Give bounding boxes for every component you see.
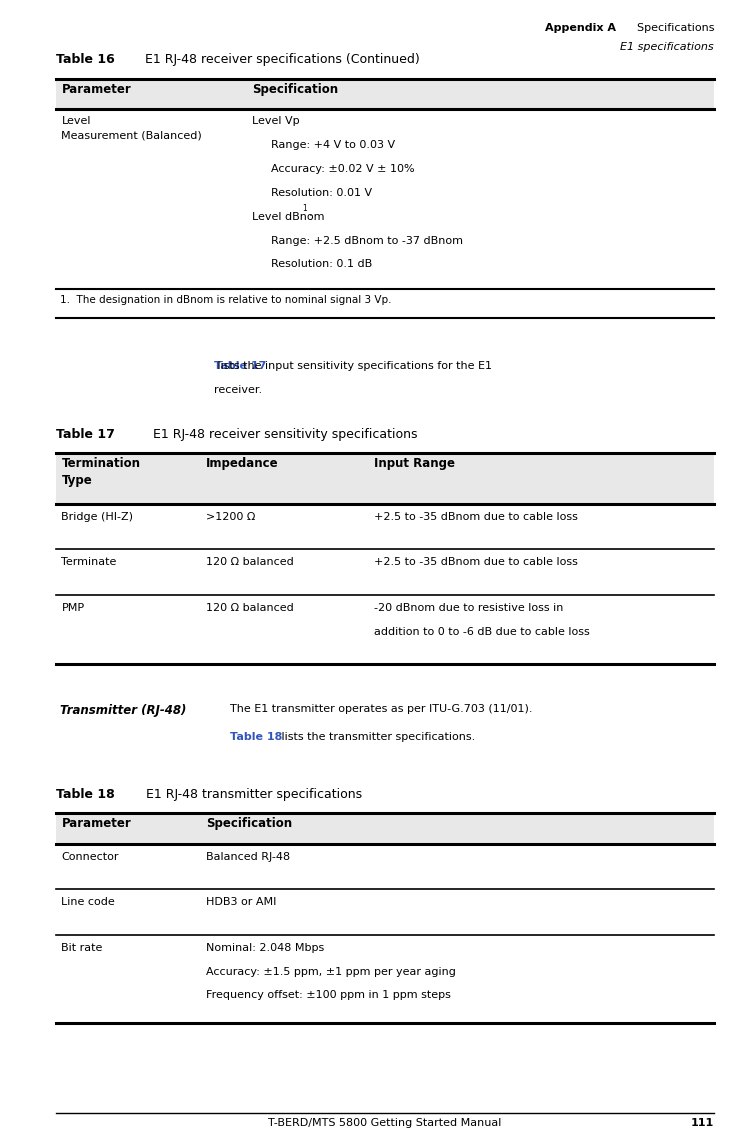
Text: Terminate: Terminate	[61, 558, 117, 568]
Text: Balanced RJ-48: Balanced RJ-48	[206, 851, 290, 861]
Text: Transmitter (RJ-48): Transmitter (RJ-48)	[60, 704, 186, 717]
Text: -20 dBnom due to resistive loss in: -20 dBnom due to resistive loss in	[374, 603, 563, 613]
Text: T-BERD/MTS 5800 Getting Started Manual: T-BERD/MTS 5800 Getting Started Manual	[268, 1118, 502, 1128]
Text: Table 17: Table 17	[56, 428, 115, 440]
Text: Input Range: Input Range	[374, 457, 455, 470]
Text: +2.5 to -35 dBnom due to cable loss: +2.5 to -35 dBnom due to cable loss	[374, 512, 578, 522]
Text: Impedance: Impedance	[206, 457, 278, 470]
Text: E1 RJ-48 receiver sensitivity specifications: E1 RJ-48 receiver sensitivity specificat…	[133, 428, 417, 440]
Text: Table 17: Table 17	[214, 361, 266, 371]
Bar	[56, 813, 714, 843]
Text: Accuracy: ±1.5 ppm, ±1 ppm per year aging: Accuracy: ±1.5 ppm, ±1 ppm per year agin…	[206, 966, 456, 976]
Text: Table 18: Table 18	[230, 732, 283, 742]
Text: E1 RJ-48 transmitter specifications: E1 RJ-48 transmitter specifications	[130, 787, 362, 801]
Text: Level dBnom: Level dBnom	[252, 212, 325, 222]
Text: 120 Ω balanced: 120 Ω balanced	[206, 603, 294, 613]
Text: receiver.: receiver.	[214, 385, 262, 395]
Text: Range: +2.5 dBnom to -37 dBnom: Range: +2.5 dBnom to -37 dBnom	[271, 236, 462, 246]
Text: Appendix A: Appendix A	[545, 23, 616, 33]
Text: Resolution: 0.1 dB: Resolution: 0.1 dB	[271, 259, 371, 270]
Text: Parameter: Parameter	[61, 817, 131, 831]
Text: Resolution: 0.01 V: Resolution: 0.01 V	[271, 188, 371, 198]
Text: The E1 transmitter operates as per ITU-G.703 (11/01).: The E1 transmitter operates as per ITU-G…	[230, 704, 533, 715]
Text: Specification: Specification	[206, 817, 292, 831]
Text: Frequency offset: ±100 ppm in 1 ppm steps: Frequency offset: ±100 ppm in 1 ppm step…	[206, 990, 451, 1000]
Text: Table 18: Table 18	[56, 787, 114, 801]
Text: Level Vp: Level Vp	[252, 116, 300, 126]
Bar	[56, 79, 714, 109]
Text: Specification: Specification	[252, 83, 338, 96]
Text: Bit rate: Bit rate	[61, 942, 103, 953]
Text: lists the input sensitivity specifications for the E1: lists the input sensitivity specificatio…	[214, 361, 491, 371]
Text: E1 specifications: E1 specifications	[620, 42, 714, 51]
Text: Termination
Type: Termination Type	[61, 457, 141, 487]
Text: Connector: Connector	[61, 851, 119, 861]
Text: addition to 0 to -6 dB due to cable loss: addition to 0 to -6 dB due to cable loss	[374, 627, 590, 637]
Text: :: :	[309, 212, 312, 222]
Text: +2.5 to -35 dBnom due to cable loss: +2.5 to -35 dBnom due to cable loss	[374, 558, 578, 568]
Text: Parameter: Parameter	[61, 83, 131, 96]
Text: lists the transmitter specifications.: lists the transmitter specifications.	[278, 732, 475, 742]
Text: E1 RJ-48 receiver specifications (Continued): E1 RJ-48 receiver specifications (Contin…	[133, 53, 420, 66]
Text: 111: 111	[691, 1118, 714, 1128]
Text: 120 Ω balanced: 120 Ω balanced	[206, 558, 294, 568]
Text: HDB3 or AMI: HDB3 or AMI	[206, 897, 276, 907]
Bar	[56, 453, 714, 504]
Text: Level
Measurement (Balanced): Level Measurement (Balanced)	[61, 116, 202, 140]
Text: >1200 Ω: >1200 Ω	[206, 512, 255, 522]
Text: Nominal: 2.048 Mbps: Nominal: 2.048 Mbps	[206, 942, 324, 953]
Text: Accuracy: ±0.02 V ± 10%: Accuracy: ±0.02 V ± 10%	[271, 164, 414, 174]
Text: Bridge (HI-Z): Bridge (HI-Z)	[61, 512, 133, 522]
Text: 1: 1	[303, 204, 307, 213]
Text: Table 16: Table 16	[56, 53, 114, 66]
Text: Specifications: Specifications	[630, 23, 714, 33]
Text: PMP: PMP	[61, 603, 84, 613]
Text: Line code: Line code	[61, 897, 115, 907]
Text: 1.  The designation in dBnom is relative to nominal signal 3 Vp.: 1. The designation in dBnom is relative …	[60, 295, 391, 305]
Text: Range: +4 V to 0.03 V: Range: +4 V to 0.03 V	[271, 140, 394, 150]
